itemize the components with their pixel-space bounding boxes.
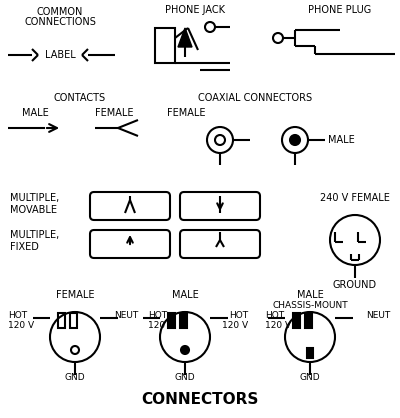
Bar xyxy=(58,313,65,328)
Text: GND: GND xyxy=(300,374,320,382)
Text: CONTACTS: CONTACTS xyxy=(54,93,106,103)
Text: 120 V: 120 V xyxy=(148,321,174,329)
Text: GND: GND xyxy=(175,374,195,382)
Bar xyxy=(168,313,175,328)
Text: COAXIAL CONNECTORS: COAXIAL CONNECTORS xyxy=(198,93,312,103)
Polygon shape xyxy=(178,28,192,47)
Text: 120 V: 120 V xyxy=(222,321,248,329)
Text: MOVABLE: MOVABLE xyxy=(10,205,57,215)
Text: HOT: HOT xyxy=(148,311,167,319)
Text: HOT: HOT xyxy=(229,311,248,319)
Text: LABEL: LABEL xyxy=(45,50,75,60)
Circle shape xyxy=(290,135,300,145)
Text: GROUND: GROUND xyxy=(333,280,377,290)
Text: COMMON: COMMON xyxy=(37,7,83,17)
Text: NEUT: NEUT xyxy=(366,311,390,319)
Text: PHONE JACK: PHONE JACK xyxy=(165,5,225,15)
Text: FIXED: FIXED xyxy=(10,242,39,252)
Text: MALE: MALE xyxy=(22,108,49,118)
Text: 120 V: 120 V xyxy=(8,321,34,329)
Text: PHONE PLUG: PHONE PLUG xyxy=(308,5,372,15)
Text: FEMALE: FEMALE xyxy=(166,108,205,118)
Text: 240 V FEMALE: 240 V FEMALE xyxy=(320,193,390,203)
Bar xyxy=(307,348,313,358)
Text: CHASSIS-MOUNT: CHASSIS-MOUNT xyxy=(272,301,348,309)
Circle shape xyxy=(181,346,189,354)
Text: 120 V: 120 V xyxy=(265,321,291,329)
Text: GND: GND xyxy=(65,374,85,382)
Text: CONNECTORS: CONNECTORS xyxy=(141,393,259,408)
Text: FEMALE: FEMALE xyxy=(95,108,134,118)
Text: MALE: MALE xyxy=(297,290,323,300)
Bar xyxy=(180,313,187,328)
Text: CONNECTIONS: CONNECTIONS xyxy=(24,17,96,27)
Bar xyxy=(70,313,77,328)
Text: MULTIPLE,: MULTIPLE, xyxy=(10,193,59,203)
Text: HOT: HOT xyxy=(8,311,27,319)
Text: MALE: MALE xyxy=(172,290,198,300)
Text: FEMALE: FEMALE xyxy=(56,290,94,300)
Text: HOT: HOT xyxy=(265,311,284,319)
Bar xyxy=(305,313,312,328)
Bar xyxy=(293,313,300,328)
Text: MULTIPLE,: MULTIPLE, xyxy=(10,230,59,240)
Bar xyxy=(155,28,175,63)
Text: MALE: MALE xyxy=(328,135,355,145)
Text: NEUT: NEUT xyxy=(114,311,138,319)
